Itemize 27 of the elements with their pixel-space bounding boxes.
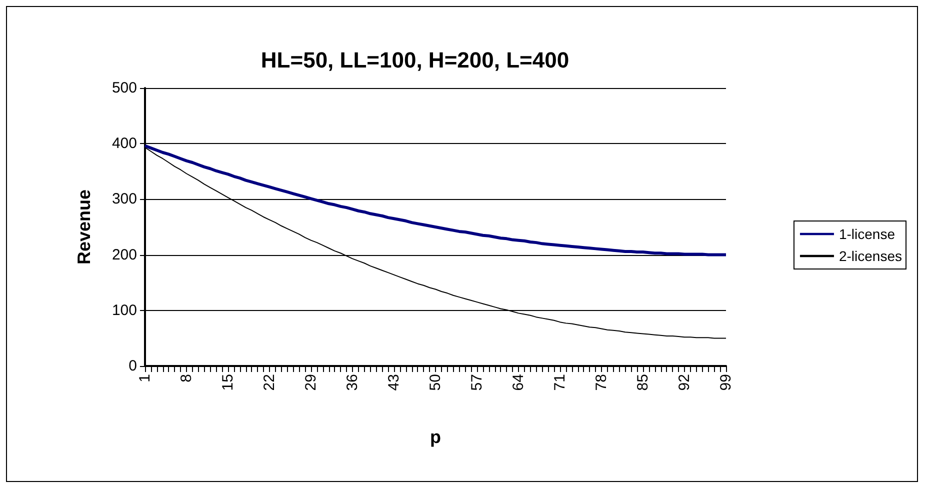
x-axis-title: p — [430, 427, 441, 447]
x-tick-label: 92 — [676, 374, 693, 391]
x-tick-label: 43 — [386, 374, 402, 391]
legend-label: 2-licenses — [838, 248, 902, 264]
x-tick-label: 22 — [261, 374, 278, 391]
y-tick-label: 300 — [112, 190, 137, 208]
x-tick-label: 71 — [552, 374, 568, 391]
x-tick-label: 15 — [220, 374, 236, 391]
x-tick-label: 1 — [136, 374, 154, 382]
x-tick-label: 36 — [344, 374, 361, 391]
x-tick-label: 99 — [718, 374, 734, 391]
y-tick-label: 100 — [112, 302, 137, 319]
line-series — [144, 144, 728, 256]
x-tick-label: 29 — [302, 374, 320, 391]
x-tick-label: 8 — [178, 374, 195, 382]
y-tick-label: 0 — [128, 358, 137, 374]
legend-label: 1-license — [838, 226, 896, 242]
y-axis-title: Revenue — [74, 189, 94, 265]
y-tick-label: 200 — [112, 246, 137, 264]
x-tick-label: 78 — [593, 374, 610, 391]
y-tick-label: 500 — [112, 80, 137, 96]
x-tick-label: 85 — [634, 374, 652, 391]
x-tick-label: 64 — [510, 374, 527, 391]
chart-title: HL=50, LL=100, H=200, L=400 — [260, 48, 570, 72]
x-tick-label: 50 — [427, 374, 444, 391]
x-tick-label: 57 — [468, 374, 486, 391]
y-tick-label: 400 — [112, 135, 137, 152]
